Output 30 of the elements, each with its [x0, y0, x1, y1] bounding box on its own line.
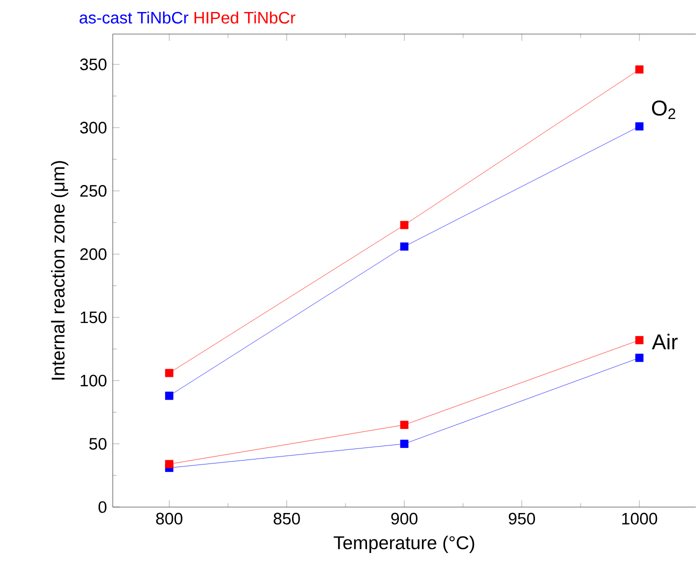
y-tick-label: 50 [89, 438, 106, 450]
y-axis-title: Internal reaction zone (μm) [51, 160, 68, 380]
y-tick-label: 350 [80, 58, 106, 70]
point [635, 122, 644, 130]
y-tick-label: 300 [80, 122, 106, 134]
x-tick-label: 1000 [622, 512, 658, 524]
y-tick-label: 0 [98, 501, 106, 513]
point [635, 65, 644, 74]
point [400, 440, 408, 448]
point [165, 460, 174, 468]
x-tick-label: 800 [156, 512, 182, 524]
point [400, 242, 408, 251]
point [165, 392, 174, 400]
text: HIPed TiNbCr [194, 11, 296, 24]
x-tick-label: 900 [391, 512, 418, 524]
y-tick-label: 150 [80, 311, 106, 324]
text: as-cast TiNbCr [80, 11, 188, 24]
x-axis-title: Temperature (°C) [334, 536, 474, 553]
point [635, 354, 644, 362]
x-tick-label: 950 [508, 512, 536, 524]
y-tick-label: 100 [80, 374, 106, 386]
x-tick-label: 850 [274, 512, 300, 524]
annotation: O$_{2}$ [652, 100, 676, 119]
point [165, 368, 174, 378]
y-tick-label: 250 [80, 184, 106, 197]
point [635, 336, 644, 344]
point [400, 420, 408, 429]
y-tick-label: 200 [80, 248, 106, 260]
point [400, 220, 408, 230]
annotation: Air [652, 334, 678, 350]
